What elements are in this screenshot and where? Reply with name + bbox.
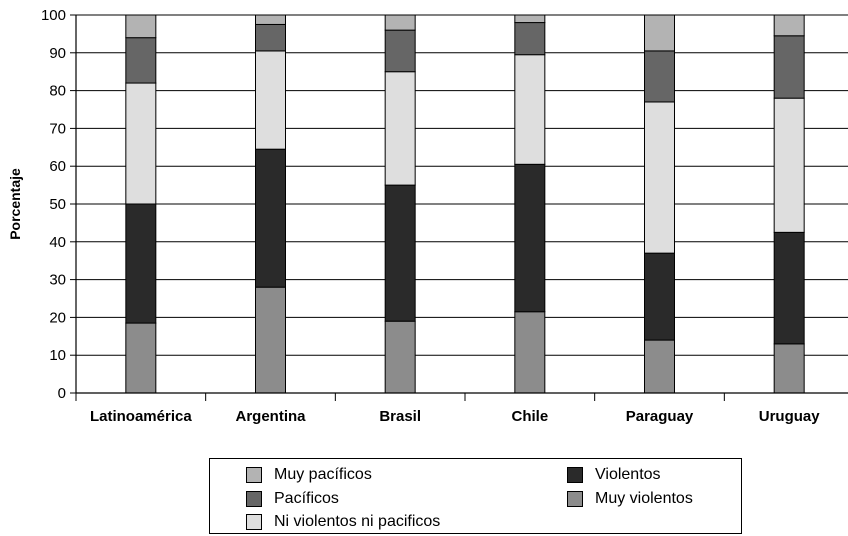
bar-segment-muy-pacificos (773, 14, 805, 37)
bar-segment-muy-pacificos (514, 14, 546, 24)
bar-segment-violentos (384, 184, 416, 322)
bar-segment-pacificos (255, 23, 286, 52)
gridlines (76, 14, 848, 356)
bar-segment-muy-pacificos (384, 14, 416, 31)
y-tick-label: 90 (49, 45, 66, 62)
bar-segment-violentos (644, 252, 675, 341)
legend-item-muy-pacificos: Muy pacíficos (246, 464, 372, 486)
legend-label-muy-pacificos: Muy pacíficos (274, 466, 372, 483)
legend: Muy pacíficos Violentos Pacíficos Muy vi… (209, 458, 742, 534)
y-tick-label: 50 (49, 196, 66, 213)
y-tick-label: 80 (49, 83, 66, 100)
bar-segment-violentos (773, 231, 805, 345)
legend-swatch-muy-violentos (567, 491, 583, 507)
bar-segment-pacificos (125, 37, 157, 84)
y-tick-label: 60 (49, 158, 66, 175)
bar-segment-muy-violentos (384, 320, 416, 394)
x-tick-label: Argentina (235, 408, 306, 425)
legend-item-muy-violentos: Muy violentos (567, 488, 693, 510)
y-tick-label: 30 (49, 272, 66, 289)
x-tick-label: Chile (511, 408, 548, 425)
legend-label-ni-violentos-ni-pacificos: Ni violentos ni pacificos (274, 513, 441, 530)
legend-item-pacificos: Pacíficos (246, 488, 339, 510)
bar-segment-muy-violentos (514, 311, 546, 394)
bar-segment-violentos (514, 163, 546, 313)
legend-label-muy-violentos: Muy violentos (595, 490, 693, 507)
x-tick-label: Latinoamérica (90, 408, 192, 425)
bar-segment-ni-violentos-ni-pacificos (255, 50, 286, 150)
x-axis-ticks (75, 393, 725, 401)
bar-segment-ni-violentos-ni-pacificos (773, 97, 805, 233)
legend-swatch-pacificos (246, 491, 262, 507)
bar-segment-muy-violentos (255, 286, 286, 394)
bar-segment-pacificos (773, 35, 805, 99)
bar-segment-ni-violentos-ni-pacificos (514, 54, 546, 165)
bar-segment-ni-violentos-ni-pacificos (384, 71, 416, 186)
bar-segment-ni-violentos-ni-pacificos (644, 101, 675, 254)
bar-segment-muy-pacificos (644, 14, 675, 52)
y-tick-label: 40 (49, 234, 66, 251)
bar-segment-ni-violentos-ni-pacificos (125, 82, 157, 205)
bar-segment-violentos (125, 203, 157, 324)
legend-item-violentos: Violentos (567, 464, 661, 486)
bar-segment-pacificos (514, 22, 546, 56)
y-tick-label: 20 (49, 309, 66, 326)
y-tick-label: 100 (41, 7, 66, 24)
legend-swatch-ni-violentos-ni-pacificos (246, 514, 262, 530)
legend-item-ni-violentos-ni-pacificos: Ni violentos ni pacificos (246, 511, 440, 533)
bar-segment-muy-violentos (644, 339, 675, 394)
x-tick-label: Paraguay (626, 408, 694, 425)
y-tick-label: 70 (49, 120, 66, 137)
x-tick-label: Brasil (379, 408, 421, 425)
legend-label-pacificos: Pacíficos (274, 490, 339, 507)
y-axis-label: Porcentaje (7, 168, 23, 240)
x-axis-labels: Latinoamérica Argentina Brasil Chile Paragua… (90, 408, 820, 425)
legend-label-violentos: Violentos (595, 466, 661, 483)
bar-segment-muy-pacificos (255, 14, 286, 25)
bar-segment-muy-pacificos (125, 14, 157, 39)
bar-segment-muy-violentos (773, 343, 805, 394)
bars (125, 14, 805, 394)
legend-swatch-violentos (567, 467, 583, 483)
bar-segment-pacificos (644, 50, 675, 103)
bar-segment-muy-violentos (125, 322, 157, 394)
y-tick-label: 0 (58, 385, 66, 402)
x-tick-label: Uruguay (759, 408, 821, 425)
y-tick-label: 10 (49, 347, 66, 364)
bar-segment-violentos (255, 148, 286, 288)
stacked-bar-chart: 0 10 20 30 40 50 60 70 80 90 100 Latinoamérica Arge… (7, 7, 848, 425)
y-axis-ticks: 0 10 20 30 40 50 60 70 80 90 100 (41, 7, 76, 402)
legend-swatch-muy-pacificos (246, 467, 262, 483)
bar-segment-pacificos (384, 29, 416, 73)
